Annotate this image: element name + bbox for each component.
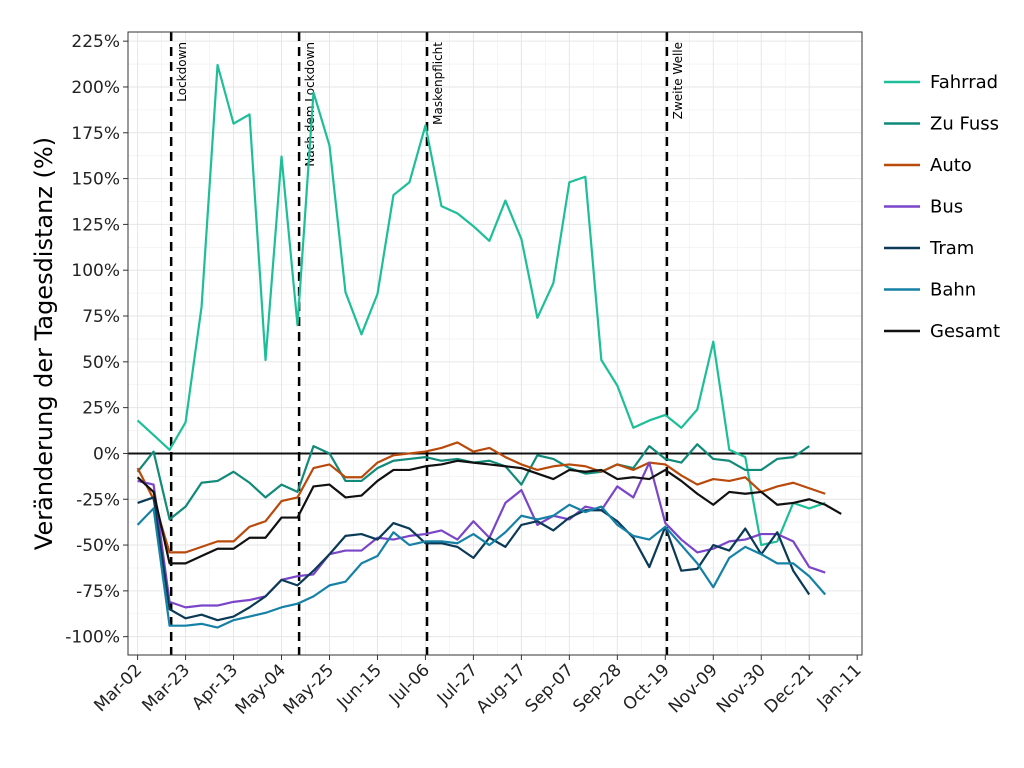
y-tick-label: -75%: [76, 582, 120, 602]
plot-background: [128, 32, 862, 655]
y-tick-label: -50%: [76, 536, 120, 556]
legend-label: Auto: [930, 155, 972, 176]
y-tick-label: 0%: [93, 444, 120, 464]
series-line-tram: [137, 496, 811, 622]
y-axis-label: Veränderung der Tagesdistanz (%): [30, 137, 58, 550]
x-tick-label: Jun-15: [333, 660, 386, 713]
grid: [128, 32, 862, 655]
x-tick-label: Aug-17: [473, 660, 530, 717]
y-tick-label: 125%: [71, 215, 120, 235]
series-lines: [136, 63, 842, 629]
plot-panel-border: [127, 31, 863, 656]
legend-label: Fahrrad: [930, 72, 998, 93]
y-tick-label: 25%: [82, 399, 120, 419]
y-axis: -100% -75% -50% -25% 0% 25% 50% 75% 100% 125% 150%…: [65, 32, 128, 648]
event-annotation: Zweite Welle: [671, 42, 685, 119]
x-tick-label: Oct-19: [619, 660, 674, 715]
legend-label: Bus: [930, 197, 963, 218]
event-annotation: Nach dem Lockdown: [303, 42, 317, 167]
y-tick-label: 225%: [71, 32, 120, 52]
event-annotation: Lockdown: [175, 42, 189, 102]
y-tick-label: 50%: [82, 353, 120, 373]
legend-label: Zu Fuss: [930, 114, 999, 135]
legend-label: Gesamt: [930, 321, 1000, 342]
series-line-bahn: [136, 503, 827, 629]
legend: Fahrrad Zu Fuss Auto Bus Tram Bahn Gesamt: [884, 72, 1000, 342]
x-tick-label: Nov-30: [713, 660, 770, 717]
x-tick-label: Mar-23: [138, 660, 194, 716]
x-tick-label: Sep-07: [521, 660, 577, 716]
event-lines: Lockdown Nach dem Lockdown Maskenpflicht Zw…: [169, 32, 685, 655]
x-tick-label: May-25: [280, 660, 338, 718]
y-tick-label: 200%: [71, 78, 120, 98]
y-tick-label: -25%: [76, 490, 120, 510]
y-tick-label: 75%: [82, 307, 120, 327]
y-tick-label: 100%: [71, 261, 120, 281]
series-line-auto: [136, 441, 826, 554]
x-tick-label: Dec-21: [761, 660, 818, 717]
y-tick-label: 175%: [71, 124, 120, 144]
x-tick-label: Jul-06: [385, 660, 434, 709]
y-tick-label: -100%: [65, 628, 120, 648]
series-line-gesamt: [136, 459, 842, 565]
legend-label: Bahn: [930, 280, 976, 301]
event-annotation: Maskenpflicht: [431, 42, 445, 125]
x-tick-label: Nov-09: [665, 660, 722, 717]
legend-label: Tram: [929, 238, 974, 259]
x-tick-label: Jan-11: [813, 660, 866, 713]
x-tick-label: Sep-28: [569, 660, 625, 716]
y-tick-label: 150%: [71, 170, 120, 190]
x-tick-label: Mar-02: [90, 660, 146, 716]
x-tick-label: May-04: [232, 660, 290, 718]
series-line-fahrrad: [136, 63, 826, 547]
